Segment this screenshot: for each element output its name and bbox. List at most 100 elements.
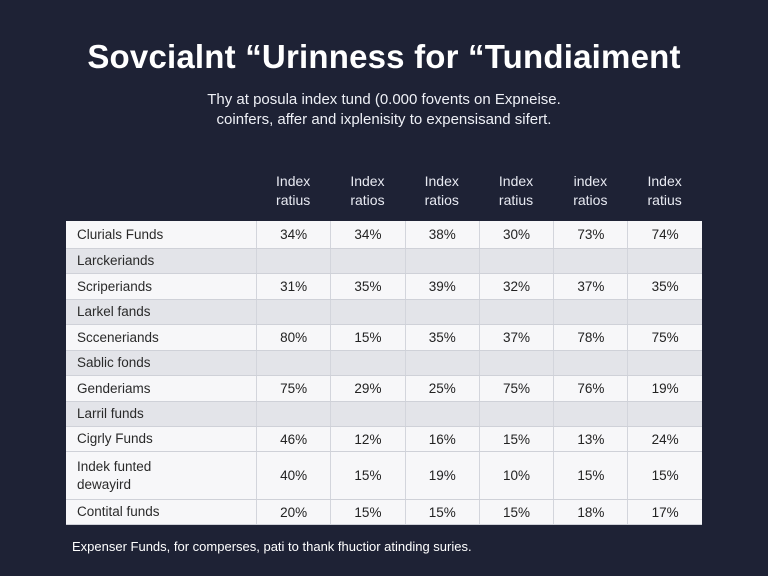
- table-cell: [256, 351, 330, 375]
- table-cell: 15%: [478, 427, 553, 451]
- table-cell: 78%: [553, 325, 627, 350]
- table-row: Contital funds 20% 15% 15% 15% 18% 17%: [66, 500, 702, 525]
- table-row: Cigrly Funds 46% 12% 16% 15% 13% 24%: [66, 427, 702, 452]
- table-cell: 24%: [627, 427, 701, 451]
- table-cell: [256, 402, 330, 426]
- table-cell: 73%: [553, 221, 627, 248]
- table-row: Larkel fands: [66, 300, 702, 325]
- table-cell: [627, 351, 701, 375]
- table-cell: 34%: [330, 221, 404, 248]
- table-cell: 40%: [256, 452, 330, 499]
- fund-name: Genderiams: [77, 380, 151, 396]
- table-cell: 15%: [627, 452, 701, 499]
- table-row: Scceneriands 80% 15% 35% 37% 78% 75%: [66, 325, 702, 351]
- table-cell: 15%: [478, 500, 553, 524]
- table-cell: 25%: [404, 376, 479, 401]
- table-cell: 30%: [478, 221, 553, 248]
- table-cell: 32%: [478, 274, 553, 299]
- page-subtitle: Thy at posula index tund (0.000 fovents …: [0, 90, 768, 130]
- table-cell: 15%: [404, 500, 479, 524]
- table-cell: 16%: [404, 427, 479, 451]
- table-cell: 34%: [256, 221, 330, 248]
- column-header: Index ratius: [647, 173, 682, 208]
- table-cell: 74%: [627, 221, 701, 248]
- table-cell: 35%: [627, 274, 701, 299]
- table-cell: 75%: [256, 376, 330, 401]
- table-cell: 18%: [553, 500, 627, 524]
- table-cell: [627, 249, 701, 273]
- table-cell: 20%: [256, 500, 330, 524]
- table-cell: [627, 300, 701, 324]
- fund-name: Larkel fands: [77, 304, 151, 319]
- table-cell: 17%: [627, 500, 701, 524]
- table-cell: 76%: [553, 376, 627, 401]
- fund-name: Indek funted dewayird: [77, 458, 152, 492]
- table-cell: 13%: [553, 427, 627, 451]
- table-cell: 39%: [404, 274, 479, 299]
- table-cell: [553, 351, 627, 375]
- subtitle-line-1: Thy at posula index tund (0.000 fovents …: [207, 91, 561, 108]
- table-cell: 35%: [330, 274, 404, 299]
- table-cell: [404, 300, 479, 324]
- table-cell: 19%: [404, 452, 479, 499]
- table-cell: 15%: [330, 452, 404, 499]
- table-row: Larckeriands: [66, 249, 702, 274]
- table-cell: [553, 402, 627, 426]
- table-cell: 19%: [627, 376, 701, 401]
- table-cell: [330, 402, 404, 426]
- table-cell: [404, 249, 479, 273]
- fund-name: Scceneriands: [77, 329, 159, 345]
- column-headers: Index ratius Index ratios Index ratios Inde…: [256, 172, 702, 216]
- table-cell: 80%: [256, 325, 330, 350]
- fund-name: Scriperiands: [77, 278, 153, 294]
- table-cell: [330, 249, 404, 273]
- table-cell: [553, 300, 627, 324]
- fund-name: Contital funds: [77, 504, 160, 519]
- table-cell: [404, 402, 479, 426]
- table-cell: [553, 249, 627, 273]
- table-row: Genderiams 75% 29% 25% 75% 76% 19%: [66, 376, 702, 402]
- fund-name: Cigrly Funds: [77, 431, 153, 446]
- table-cell: 46%: [256, 427, 330, 451]
- table-cell: [330, 351, 404, 375]
- table-cell: [627, 402, 701, 426]
- table-cell: [330, 300, 404, 324]
- table-cell: 38%: [404, 221, 479, 248]
- page-title: Sovcialnt “Urinness for “Tundiaiment: [87, 38, 681, 75]
- table-cell: [478, 249, 553, 273]
- table-cell: 15%: [330, 325, 404, 350]
- table-cell: [256, 300, 330, 324]
- table-cell: 75%: [478, 376, 553, 401]
- table-cell: [478, 300, 553, 324]
- column-header: index ratios: [573, 173, 608, 208]
- column-header: Index ratius: [498, 173, 534, 208]
- table-cell: [478, 402, 553, 426]
- table-cell: [256, 249, 330, 273]
- table-row: Sablic fonds: [66, 351, 702, 376]
- table-row: Larril funds: [66, 402, 702, 427]
- table-cell: [404, 351, 479, 375]
- table-row: Clurials Funds 34% 34% 38% 30% 73% 74%: [66, 221, 702, 249]
- fund-name: Larckeriands: [77, 253, 155, 268]
- table-cell: 75%: [627, 325, 701, 350]
- table-cell: 10%: [478, 452, 553, 499]
- table-cell: 15%: [330, 500, 404, 524]
- subtitle-line-2: coinfers, affer and ixplenisity to expen…: [216, 111, 552, 128]
- table-row: Indek funted dewayird 40% 15% 19% 10% 15% 15%: [66, 452, 702, 500]
- table-cell: 37%: [478, 325, 553, 350]
- column-header: Index ratios: [424, 173, 459, 208]
- column-header: Index ratius: [276, 173, 311, 208]
- table-cell: 31%: [256, 274, 330, 299]
- table-row: Scriperiands 31% 35% 39% 32% 37% 35%: [66, 274, 702, 300]
- table-cell: 35%: [404, 325, 479, 350]
- fund-name: Larril funds: [77, 406, 144, 421]
- table-cell: [478, 351, 553, 375]
- table-cell: 37%: [553, 274, 627, 299]
- column-header: Index ratios: [350, 173, 385, 208]
- fund-name: Clurials Funds: [77, 226, 164, 242]
- fund-table: Clurials Funds 34% 34% 38% 30% 73% 74% Larckeri…: [66, 221, 702, 525]
- table-cell: 15%: [553, 452, 627, 499]
- table-cell: 12%: [330, 427, 404, 451]
- footer-note: Expenser Funds, for comperses, pati to t…: [72, 539, 472, 554]
